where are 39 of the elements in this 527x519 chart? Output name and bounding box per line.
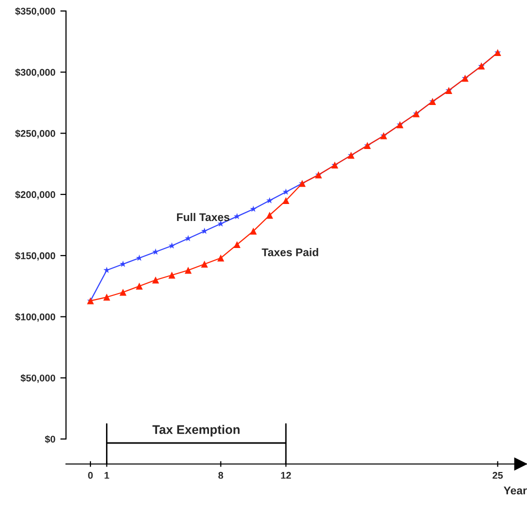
point: [200, 260, 208, 268]
y-tick-label: $250,000: [15, 130, 56, 138]
y-tick-label: $300,000: [15, 68, 56, 78]
point: [184, 266, 192, 274]
series-label: Full Taxes: [177, 212, 230, 222]
y-tick-label: $350,000: [15, 7, 56, 16]
y-tick-label: $200,000: [15, 190, 56, 200]
y-tick-label: $100,000: [15, 313, 56, 322]
point: [234, 212, 240, 220]
y-tick-label: $0: [44, 435, 56, 444]
point: [136, 254, 143, 261]
annotation: Tax Exemption: [152, 424, 240, 436]
x-tick-label: 1: [104, 472, 110, 479]
point: [152, 248, 159, 255]
x-tick-label: 12: [281, 472, 291, 479]
y-tick-label: $50,000: [20, 374, 56, 383]
point: [250, 228, 257, 235]
point: [282, 188, 290, 195]
x-tick-label: 25: [492, 472, 503, 479]
point: [103, 294, 110, 301]
point: [168, 242, 176, 249]
point: [152, 276, 160, 284]
point: [217, 254, 224, 262]
point: [266, 212, 274, 219]
point: [136, 282, 143, 290]
point: [168, 272, 176, 279]
x-tick-label: 8: [218, 472, 224, 479]
x-axis-title: Year: [504, 486, 527, 494]
point: [282, 197, 290, 204]
point: [120, 260, 126, 267]
series-label: Taxes Paid: [262, 248, 318, 256]
point: [250, 206, 257, 212]
point: [234, 241, 241, 248]
point: [184, 234, 192, 242]
y-tick-label: $150,000: [15, 252, 56, 261]
point: [266, 197, 273, 204]
x-tick-label: 0: [88, 472, 93, 479]
point: [201, 228, 208, 234]
point: [103, 266, 110, 274]
